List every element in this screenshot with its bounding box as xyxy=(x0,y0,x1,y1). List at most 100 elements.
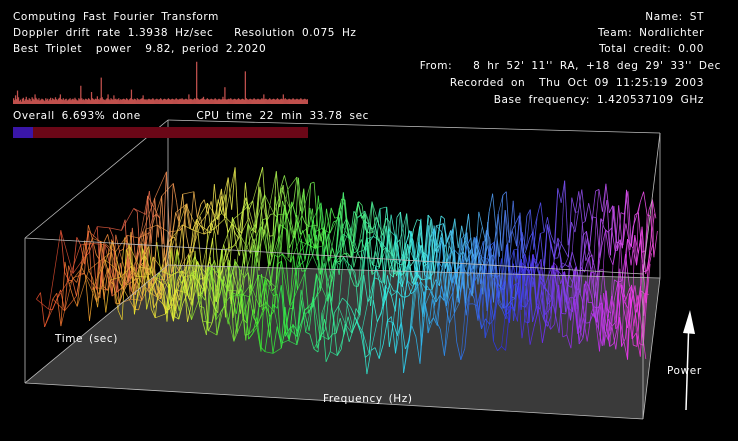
triplet-bar xyxy=(267,99,269,104)
triplet-bar xyxy=(95,99,98,104)
triplet-bar xyxy=(123,98,125,104)
triplet-bar xyxy=(151,99,153,104)
triplet-bar xyxy=(157,99,159,104)
triplet-bar xyxy=(265,98,267,104)
triplet-bar xyxy=(256,99,258,104)
triplet-bar xyxy=(86,99,89,104)
triplet-bar xyxy=(278,99,281,104)
triplet-bar xyxy=(147,99,149,104)
triplet-bar xyxy=(176,99,178,104)
triplet-bar xyxy=(113,95,115,104)
triplet-bar xyxy=(240,99,243,104)
triplet-bar xyxy=(17,97,20,104)
triplet-bar xyxy=(92,99,95,104)
triplet-bar xyxy=(36,99,38,104)
triplet-bar xyxy=(294,99,296,104)
triplet-bar xyxy=(218,98,220,104)
triplet-bar xyxy=(77,100,79,104)
triplet-bar xyxy=(76,100,78,104)
triplet-bar xyxy=(158,99,160,104)
triplet-bar xyxy=(156,98,158,104)
triplet-bar xyxy=(126,99,129,104)
triplet-bar xyxy=(93,99,96,104)
triplet-bar xyxy=(300,98,302,104)
triplet-bar xyxy=(109,100,111,104)
triplet-bar xyxy=(33,99,35,104)
triplet-bar xyxy=(239,99,242,104)
triplet-bar xyxy=(111,99,113,104)
triplet-bar xyxy=(287,99,289,104)
triplet-bar xyxy=(136,98,138,104)
triplet-bar xyxy=(237,98,240,104)
triplet-bar xyxy=(197,98,199,104)
triplet-bar xyxy=(246,99,248,104)
triplet-bar xyxy=(163,98,166,104)
triplet-bar xyxy=(26,99,28,104)
plot-bounding-box xyxy=(24,119,661,420)
triplet-bar xyxy=(38,98,40,104)
progress-bar xyxy=(13,127,308,138)
triplet-bar xyxy=(63,100,65,104)
triplet-bar xyxy=(226,99,228,104)
triplet-bar xyxy=(200,98,203,104)
triplet-bar xyxy=(245,98,247,104)
triplet-bar xyxy=(19,99,22,104)
triplet-bar xyxy=(34,94,36,104)
triplet-bar xyxy=(204,99,207,104)
triplet-bar xyxy=(67,99,69,104)
triplet-bar xyxy=(145,99,147,104)
triplet-bar xyxy=(242,99,245,104)
triplet-bar xyxy=(15,99,18,104)
triplet-bar xyxy=(52,99,55,104)
triplet-bar xyxy=(154,100,156,104)
triplet-bar xyxy=(253,98,255,104)
triplet-bar xyxy=(133,98,135,104)
triplet-bar xyxy=(50,100,53,104)
triplet-bar xyxy=(279,99,282,104)
triplet-bar xyxy=(71,99,73,104)
triplet-bar xyxy=(94,98,97,104)
triplet-bar xyxy=(99,98,101,104)
triplet-bar xyxy=(268,99,270,104)
frequency-axis-label: Frequency (Hz) xyxy=(323,393,413,405)
triplet-bar xyxy=(281,99,283,104)
triplet-bar xyxy=(129,98,132,104)
triplet-bar xyxy=(82,99,84,104)
triplet-bar xyxy=(225,99,227,104)
triplet-bar xyxy=(44,101,46,104)
triplet-bar xyxy=(28,98,30,104)
triplet-bar xyxy=(91,98,94,104)
triplet-bar xyxy=(47,98,49,104)
triplet-bar xyxy=(213,99,215,104)
triplet-bar xyxy=(123,99,126,104)
triplet-bar xyxy=(104,100,106,104)
triplet-bar xyxy=(37,100,39,104)
triplet-bar xyxy=(272,98,275,104)
triplet-bar xyxy=(13,100,16,104)
triplet-bar xyxy=(74,97,76,104)
triplet-bar xyxy=(297,99,299,104)
triplet-bar xyxy=(27,100,29,104)
triplet-bar xyxy=(189,99,191,104)
triplet-bar xyxy=(102,99,104,104)
triplet-bar xyxy=(56,100,59,104)
triplet-bar xyxy=(148,98,150,104)
triplet-bar xyxy=(203,99,206,104)
triplet-bar xyxy=(137,99,139,104)
triplet-bar xyxy=(117,99,119,104)
triplet-bar xyxy=(80,85,82,104)
triplet-bar xyxy=(64,99,66,104)
recorded-date-text: Recorded on Thu Oct 09 11:25:19 2003 xyxy=(449,77,704,89)
triplet-bar xyxy=(261,98,263,104)
power-axis-arrow-icon xyxy=(683,310,695,411)
triplet-bar xyxy=(260,99,262,104)
triplet-bar xyxy=(51,98,54,104)
triplet-bar xyxy=(235,99,238,104)
triplet-bar xyxy=(60,99,62,104)
triplet-bar xyxy=(171,98,173,104)
triplet-bar xyxy=(307,99,308,104)
triplet-bar xyxy=(144,99,146,104)
triplet-bar xyxy=(122,99,124,104)
triplet-bar xyxy=(211,99,213,104)
triplet-bar xyxy=(250,99,252,104)
